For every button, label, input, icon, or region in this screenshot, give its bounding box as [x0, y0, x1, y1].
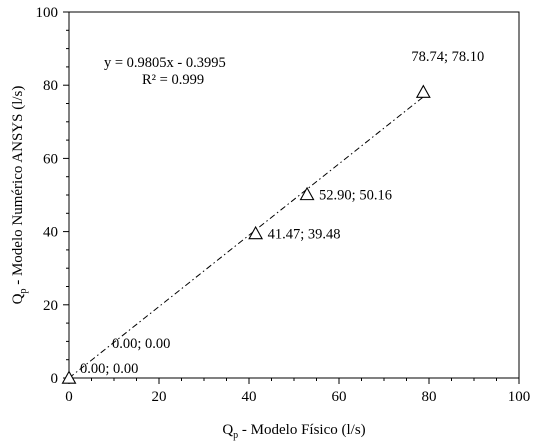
x-tick-label: 80	[422, 389, 437, 405]
point-label: 52.90; 50.16	[319, 187, 392, 203]
data-point	[61, 370, 77, 384]
plot-area	[68, 11, 520, 379]
y-tick-label: 20	[43, 298, 58, 314]
point-label: 0.00; 0.00	[80, 361, 138, 377]
axis-tick-labels: 0 20 40 60 80 100 0 20 40 60 80 100	[36, 5, 531, 405]
x-tick-label: 60	[332, 389, 347, 405]
y-tick-label: 80	[43, 78, 58, 94]
x-tick-label: 100	[508, 389, 531, 405]
point-label: 78.74; 78.10	[411, 49, 484, 65]
x-tick-label: 20	[152, 389, 167, 405]
point-label: 0.00; 0.00	[112, 336, 170, 352]
trend-equation: y = 0.9805x - 0.3995	[104, 55, 226, 71]
y-axis-label: Qp - Modelo Numérico ANSYS (l/s)	[10, 86, 29, 305]
x-tick-label: 40	[242, 389, 257, 405]
data-markers	[61, 84, 431, 384]
point-label: 41.47; 39.48	[268, 227, 341, 243]
data-point	[248, 225, 264, 240]
trendline	[68, 96, 424, 379]
x-axis-label: Qp - Modelo Físico (l/s)	[222, 422, 365, 441]
trend-r2: R² = 0.999	[142, 72, 204, 88]
data-point	[415, 84, 431, 98]
x-tick-label: 0	[65, 389, 73, 405]
data-point	[299, 186, 315, 201]
point-labels: 0.00; 0.00 0.00; 0.00 41.47; 39.48 52.90; 5…	[80, 49, 484, 377]
y-tick-label: 40	[43, 225, 58, 241]
y-tick-label: 0	[51, 371, 59, 387]
y-tick-label: 60	[43, 151, 58, 167]
y-tick-label: 100	[36, 5, 59, 21]
